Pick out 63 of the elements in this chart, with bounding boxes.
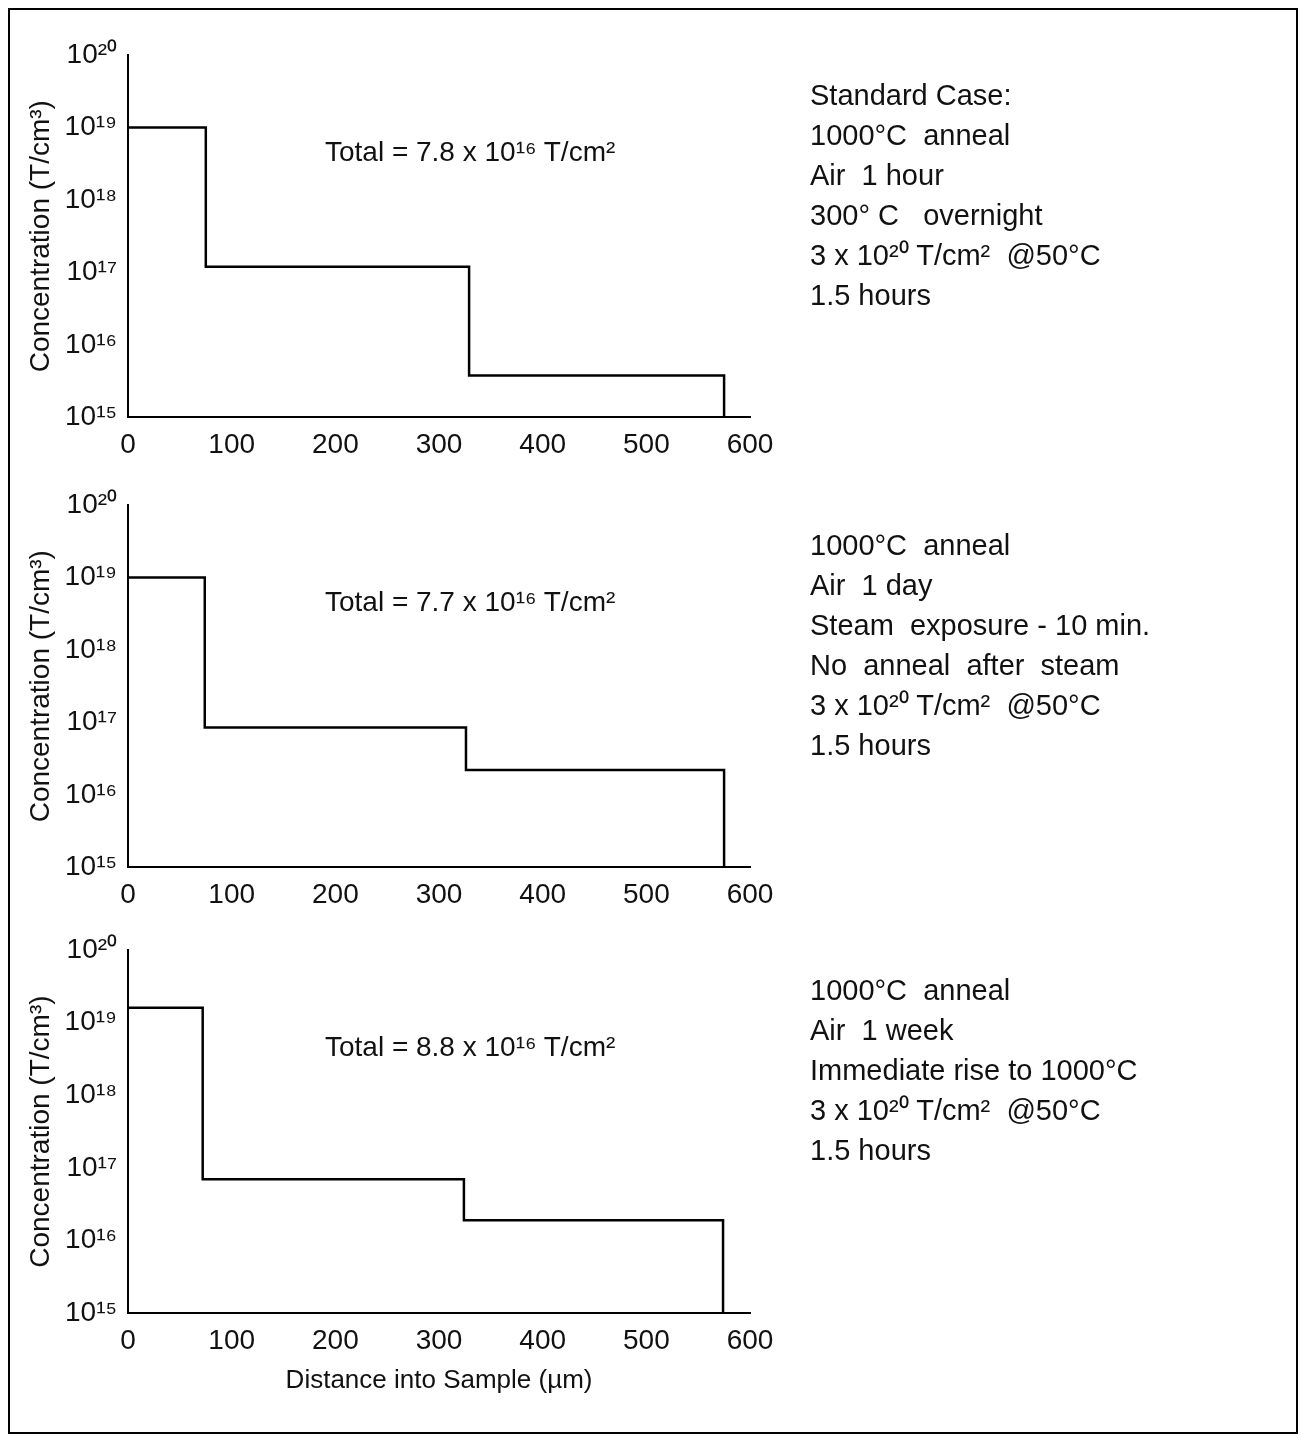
y-tick-label: 10¹⁷	[66, 1150, 118, 1182]
y-axis-title: Concentration (T/cm³)	[23, 100, 55, 373]
y-tick-label: 10²⁰	[66, 487, 118, 519]
x-axis-title: Distance into Sample (µm)	[285, 1363, 593, 1394]
annotation: Total = 7.8 x 10¹⁶ T/cm²	[324, 135, 616, 167]
y-tick-label: 10¹⁵	[64, 400, 118, 432]
x-tick-label: 200	[312, 877, 359, 909]
y-tick-label: 10¹⁸	[64, 182, 118, 214]
x-tick-label: 300	[415, 427, 463, 459]
text: Air 1 hour	[810, 158, 945, 193]
text: 3 x 10²⁰ T/cm² @50°C	[810, 688, 1102, 723]
x-tick-label: 600	[726, 877, 774, 909]
x-tick-label: 300	[415, 877, 463, 909]
x-tick-label: 0	[120, 877, 136, 909]
x-tick-label: 600	[726, 1323, 774, 1355]
text: No anneal after steam	[810, 648, 1121, 683]
y-tick-label: 10¹⁸	[64, 1078, 118, 1109]
text: 300° C overnight	[810, 198, 1044, 233]
text: 1000°C anneal	[810, 528, 1012, 563]
text: Steam exposure - 10 min.	[810, 608, 1151, 643]
text: 1000°C anneal	[810, 118, 1012, 153]
text: 1000°C anneal	[810, 973, 1012, 1008]
y-axis-title: Concentration (T/cm³)	[23, 995, 55, 1268]
x-tick-label: 100	[208, 1323, 256, 1355]
y-tick-label: 10¹⁷	[66, 255, 118, 287]
y-tick-label: 10¹⁵	[64, 1295, 118, 1327]
y-tick-label: 10²⁰	[66, 37, 118, 69]
x-tick-label: 300	[415, 1323, 463, 1355]
y-tick-label: 10¹⁶	[65, 327, 118, 359]
x-tick-label: 100	[208, 877, 256, 909]
text: 1.5 hours	[810, 728, 932, 763]
y-tick-label: 10¹⁹	[64, 1005, 118, 1037]
x-tick-label: 100	[208, 427, 256, 459]
text: 1.5 hours	[810, 278, 932, 313]
y-tick-label: 10¹⁹	[64, 110, 118, 142]
y-tick-label: 10²⁰	[66, 932, 118, 964]
text: Immediate rise to 1000°C	[810, 1053, 1138, 1088]
x-tick-label: 200	[312, 427, 359, 459]
x-tick-label: 0	[120, 427, 136, 459]
x-tick-label: 600	[726, 427, 774, 459]
text: 3 x 10²⁰ T/cm² @50°C	[810, 238, 1101, 273]
x-tick-label: 500	[622, 877, 670, 909]
x-tick-label: 400	[519, 877, 567, 909]
text: Air 1 day	[810, 568, 934, 603]
text: Standard Case:	[810, 78, 1013, 113]
annotation: Total = 8.8 x 10¹⁶ T/cm²	[324, 1030, 616, 1062]
x-tick-label: 0	[120, 1323, 136, 1355]
x-tick-label: 200	[312, 1323, 359, 1355]
y-tick-label: 10¹⁵	[64, 850, 118, 882]
y-axis-title: Concentration (T/cm³)	[23, 550, 55, 823]
text: 3 x 10²⁰ T/cm² @50°C	[810, 1093, 1102, 1128]
y-tick-label: 10¹⁸	[64, 632, 118, 664]
text: Air 1 week	[810, 1013, 955, 1048]
x-tick-label: 500	[622, 427, 670, 459]
y-tick-label: 10¹⁷	[66, 705, 118, 737]
text: 1.5 hours	[810, 1133, 932, 1168]
y-tick-label: 10¹⁶	[65, 777, 118, 809]
annotation: Total = 7.7 x 10¹⁶ T/cm²	[324, 585, 616, 617]
y-tick-label: 10¹⁹	[64, 560, 118, 592]
y-tick-label: 10¹⁶	[65, 1223, 118, 1255]
x-tick-label: 400	[519, 427, 567, 459]
x-tick-label: 400	[519, 1323, 567, 1355]
x-tick-label: 500	[622, 1323, 670, 1355]
